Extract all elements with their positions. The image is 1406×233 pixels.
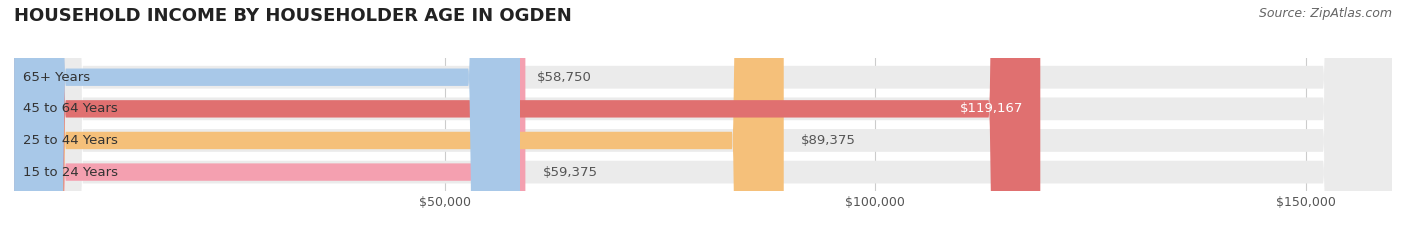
Text: 45 to 64 Years: 45 to 64 Years: [22, 102, 118, 115]
Text: Source: ZipAtlas.com: Source: ZipAtlas.com: [1258, 7, 1392, 20]
Text: $58,750: $58,750: [537, 71, 592, 84]
Text: $59,375: $59,375: [543, 166, 598, 178]
FancyBboxPatch shape: [14, 0, 526, 233]
FancyBboxPatch shape: [14, 0, 1392, 233]
FancyBboxPatch shape: [14, 0, 520, 233]
FancyBboxPatch shape: [14, 0, 783, 233]
Text: 15 to 24 Years: 15 to 24 Years: [22, 166, 118, 178]
FancyBboxPatch shape: [14, 0, 1392, 233]
FancyBboxPatch shape: [14, 0, 1392, 233]
Text: $89,375: $89,375: [801, 134, 856, 147]
Text: 25 to 44 Years: 25 to 44 Years: [22, 134, 118, 147]
FancyBboxPatch shape: [14, 0, 1392, 233]
Text: 65+ Years: 65+ Years: [22, 71, 90, 84]
FancyBboxPatch shape: [14, 0, 1040, 233]
Text: HOUSEHOLD INCOME BY HOUSEHOLDER AGE IN OGDEN: HOUSEHOLD INCOME BY HOUSEHOLDER AGE IN O…: [14, 7, 572, 25]
Text: $119,167: $119,167: [960, 102, 1024, 115]
